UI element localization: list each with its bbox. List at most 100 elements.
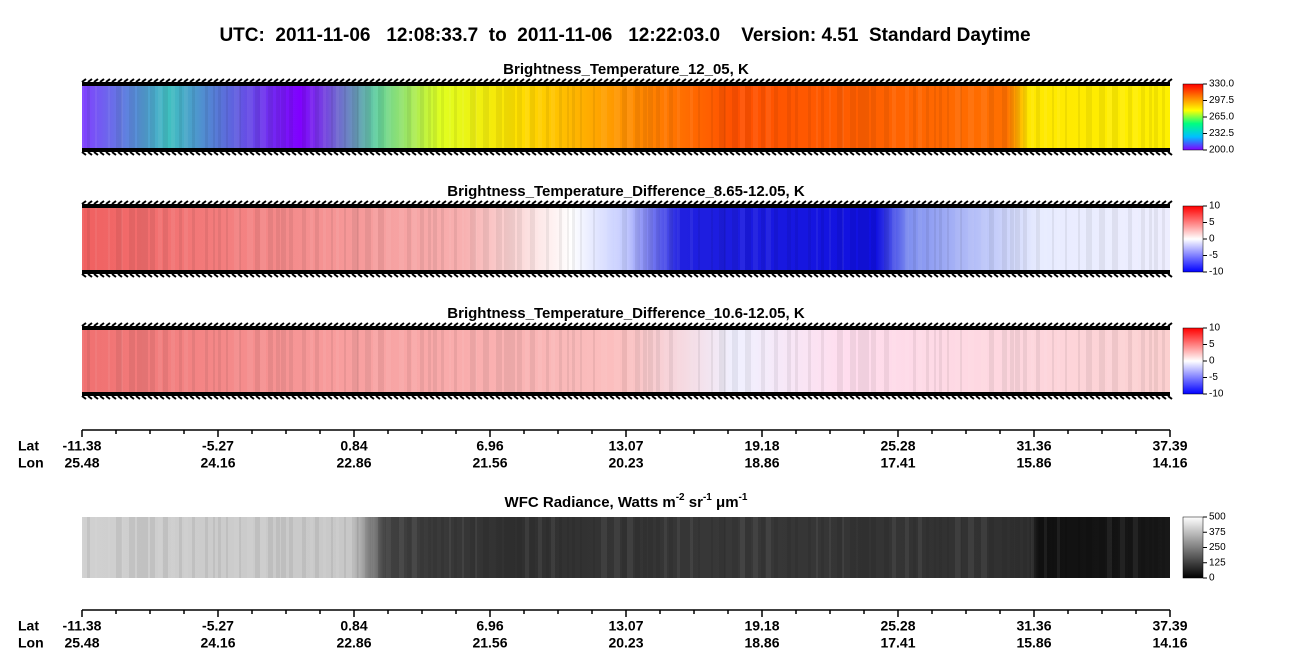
image-streak: [1015, 328, 1020, 394]
image-streak: [627, 206, 633, 272]
image-streak: [740, 206, 745, 272]
image-streak: [1078, 206, 1080, 272]
image-streak: [449, 206, 451, 272]
image-streak: [268, 517, 273, 578]
image-streak: [601, 328, 607, 394]
image-streak: [538, 328, 542, 394]
image-streak: [858, 206, 863, 272]
image-streak: [378, 328, 384, 394]
image-streak: [1002, 328, 1007, 394]
image-streak: [129, 328, 135, 394]
image-streak: [365, 328, 371, 394]
image-streak: [1057, 84, 1060, 150]
image-streak: [546, 84, 549, 150]
image-streak: [981, 206, 987, 272]
lat-value: 13.07: [608, 618, 643, 634]
image-streak: [95, 84, 97, 150]
image-streak: [234, 84, 240, 150]
image-streak: [981, 84, 987, 150]
frame-teeth: [81, 395, 1173, 400]
image-streak: [344, 84, 346, 150]
image-streak: [407, 328, 411, 394]
image-streak: [517, 206, 522, 272]
image-streak: [1036, 84, 1040, 150]
image-streak: [315, 84, 319, 150]
image-streak: [276, 517, 280, 578]
image-streak: [121, 328, 123, 394]
colorbar-label: 232.5: [1209, 128, 1234, 139]
image-streak: [399, 517, 404, 578]
image-streak: [850, 206, 856, 272]
image-streak: [386, 84, 391, 150]
image-streak: [1107, 84, 1112, 150]
lat-value: 13.07: [608, 438, 643, 454]
image-streak: [407, 84, 411, 150]
image-streak: [947, 84, 949, 150]
lon-value: 18.86: [744, 455, 779, 471]
image-streak: [386, 328, 391, 394]
image-streak: [1133, 84, 1138, 150]
image-streak: [884, 328, 889, 394]
image-streak: [289, 206, 293, 272]
frame-teeth: [81, 151, 1173, 156]
image-streak: [918, 328, 922, 394]
image-streak: [1120, 328, 1125, 394]
image-streak: [711, 206, 713, 272]
image-streak: [475, 206, 477, 272]
image-streak: [247, 328, 253, 394]
image-streak: [121, 206, 123, 272]
image-streak: [1078, 84, 1080, 150]
image-streak: [724, 517, 726, 578]
image-streak: [981, 328, 987, 394]
image-streak: [449, 84, 451, 150]
image-streak: [509, 517, 515, 578]
image-streak: [310, 328, 313, 394]
image-streak: [213, 517, 215, 578]
image-streak: [412, 517, 417, 578]
image-streak: [1002, 517, 1007, 578]
image-streak: [483, 84, 489, 150]
image-streak: [163, 206, 168, 272]
image-streak: [226, 206, 228, 272]
image-streak: [226, 84, 228, 150]
image-streak: [740, 517, 745, 578]
image-streak: [352, 517, 358, 578]
image-streak: [816, 517, 818, 578]
image-streak: [656, 84, 660, 150]
image-streak: [892, 206, 896, 272]
image-streak: [745, 206, 751, 272]
image-streak: [302, 517, 306, 578]
image-streak: [1149, 328, 1152, 394]
image-streak: [496, 517, 502, 578]
image-streak: [572, 328, 575, 394]
image-streak: [761, 84, 765, 150]
image-streak: [643, 328, 647, 394]
image-streak: [496, 328, 502, 394]
image-streak: [454, 84, 457, 150]
image-streak: [981, 517, 987, 578]
image-streak: [179, 206, 182, 272]
image-streak: [955, 84, 961, 150]
image-streak: [648, 84, 653, 150]
image-streak: [323, 517, 326, 578]
image-streak: [1052, 328, 1054, 394]
image-streak: [918, 517, 922, 578]
image-streak: [1128, 206, 1132, 272]
image-streak: [82, 206, 84, 272]
image-streak: [428, 206, 431, 272]
image-streak: [614, 206, 620, 272]
image-streak: [850, 328, 856, 394]
image-streak: [205, 517, 208, 578]
image-streak: [863, 328, 869, 394]
image-streak: [1112, 84, 1118, 150]
image-streak: [724, 84, 726, 150]
image-streak: [913, 328, 916, 394]
image-streak: [95, 517, 97, 578]
image-streak: [150, 517, 155, 578]
image-streak: [627, 328, 633, 394]
image-streak: [601, 517, 607, 578]
image-streak: [137, 328, 142, 394]
image-streak: [593, 206, 595, 272]
image-streak: [525, 517, 529, 578]
